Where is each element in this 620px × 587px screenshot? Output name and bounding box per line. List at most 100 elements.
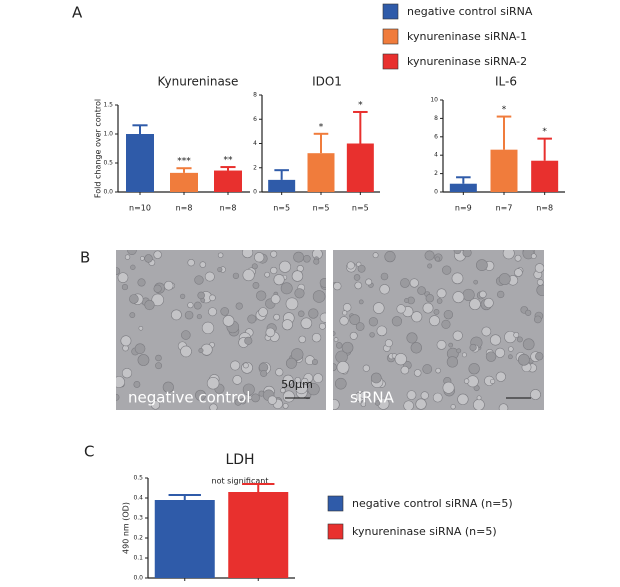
cell [235, 302, 243, 310]
cell [517, 353, 530, 366]
cell [294, 288, 305, 299]
cell [362, 364, 370, 372]
cell [273, 274, 285, 286]
cell [384, 251, 396, 263]
panel-label: C [84, 443, 94, 461]
cell [270, 266, 278, 275]
cell [301, 377, 309, 386]
x-tick-label: n=10 [129, 204, 151, 213]
legend-swatch [382, 28, 399, 45]
cell [406, 332, 418, 344]
cell [199, 261, 207, 268]
cell [422, 364, 433, 374]
cell [290, 348, 304, 361]
cell [252, 282, 260, 289]
cell [270, 294, 281, 304]
cell [137, 354, 150, 366]
cell [357, 264, 366, 273]
cell [369, 332, 375, 338]
cell [473, 279, 479, 285]
cell [200, 297, 206, 303]
cell [319, 278, 326, 288]
micrograph [333, 250, 544, 410]
cell [353, 274, 361, 281]
cell [116, 393, 120, 401]
cell [181, 330, 191, 340]
cell [333, 399, 340, 410]
cell [435, 367, 441, 374]
cell [462, 250, 472, 258]
cell [427, 263, 433, 269]
legend-label: negative control siRNA (n=5) [352, 497, 513, 510]
significance: * [358, 100, 363, 110]
cell [267, 395, 277, 405]
significance: *** [177, 157, 191, 167]
cell [209, 294, 216, 302]
cell [534, 315, 542, 324]
cell [468, 363, 480, 375]
cell [525, 309, 532, 316]
cell [254, 252, 265, 263]
cell [242, 250, 254, 259]
x-tick-label: n=8 [536, 204, 553, 213]
cell [380, 272, 389, 281]
cell [457, 393, 469, 405]
bar [228, 492, 289, 578]
x-tick-label: n=8 [220, 204, 237, 213]
bar [126, 134, 154, 192]
bar [268, 179, 296, 192]
cell [349, 331, 358, 340]
y-tick-label: 10 [430, 97, 438, 104]
cell [155, 362, 163, 370]
cell [151, 293, 164, 307]
y-tick-label: 0.2 [133, 535, 143, 542]
cell [307, 383, 320, 396]
cell [335, 342, 343, 349]
panel-label: B [80, 249, 90, 267]
cell [417, 286, 426, 295]
cell [346, 261, 355, 270]
cell [436, 298, 443, 304]
cell [333, 363, 337, 372]
cell [300, 317, 313, 330]
bar [154, 500, 215, 578]
cell [365, 278, 373, 286]
scale-label: 50µm [281, 378, 313, 391]
cell [121, 284, 129, 291]
chart-subtitle: not significant [212, 477, 269, 486]
cell [456, 348, 462, 354]
cell [303, 255, 311, 263]
cell [184, 310, 194, 320]
cell [144, 254, 153, 263]
cell [244, 336, 253, 345]
cell [498, 403, 509, 410]
cell [370, 372, 382, 384]
legend-label: negative control siRNA [407, 5, 533, 18]
legend-swatch [382, 3, 399, 20]
cell [258, 307, 268, 317]
cell [463, 378, 470, 384]
cell [442, 381, 455, 394]
x-tick-label: n=9 [455, 204, 472, 213]
cell [242, 383, 255, 396]
x-tick-label: n=7 [496, 204, 513, 213]
cell [409, 278, 419, 288]
bar [346, 143, 374, 192]
cell [291, 270, 304, 282]
cell [251, 393, 260, 403]
cell [406, 390, 417, 400]
cell [469, 343, 477, 352]
micrograph-caption: negative control [128, 389, 250, 407]
cell [285, 297, 299, 311]
cell [232, 272, 240, 279]
cell [153, 250, 162, 259]
legend-label: kynureninase siRNA-2 [407, 55, 527, 68]
cell [436, 340, 447, 350]
cell [197, 291, 205, 300]
significance: * [542, 127, 547, 137]
legend-swatch [327, 523, 344, 540]
x-tick-label: n=5 [273, 204, 290, 213]
micrograph-caption: siRNA [350, 389, 395, 407]
cell [498, 273, 511, 286]
